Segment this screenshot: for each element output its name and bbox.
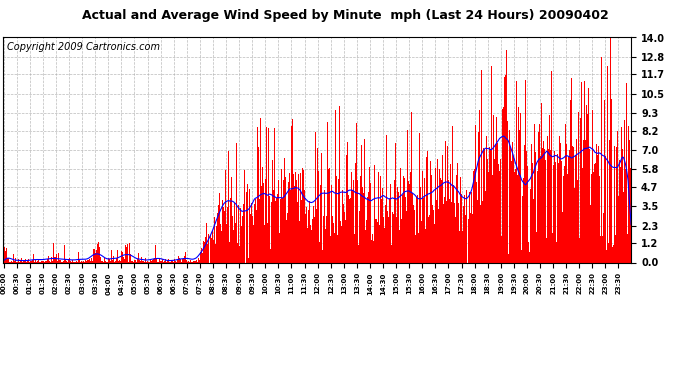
Text: Actual and Average Wind Speed by Minute  mph (Last 24 Hours) 20090402: Actual and Average Wind Speed by Minute …	[81, 9, 609, 22]
Text: Copyright 2009 Cartronics.com: Copyright 2009 Cartronics.com	[7, 42, 159, 52]
